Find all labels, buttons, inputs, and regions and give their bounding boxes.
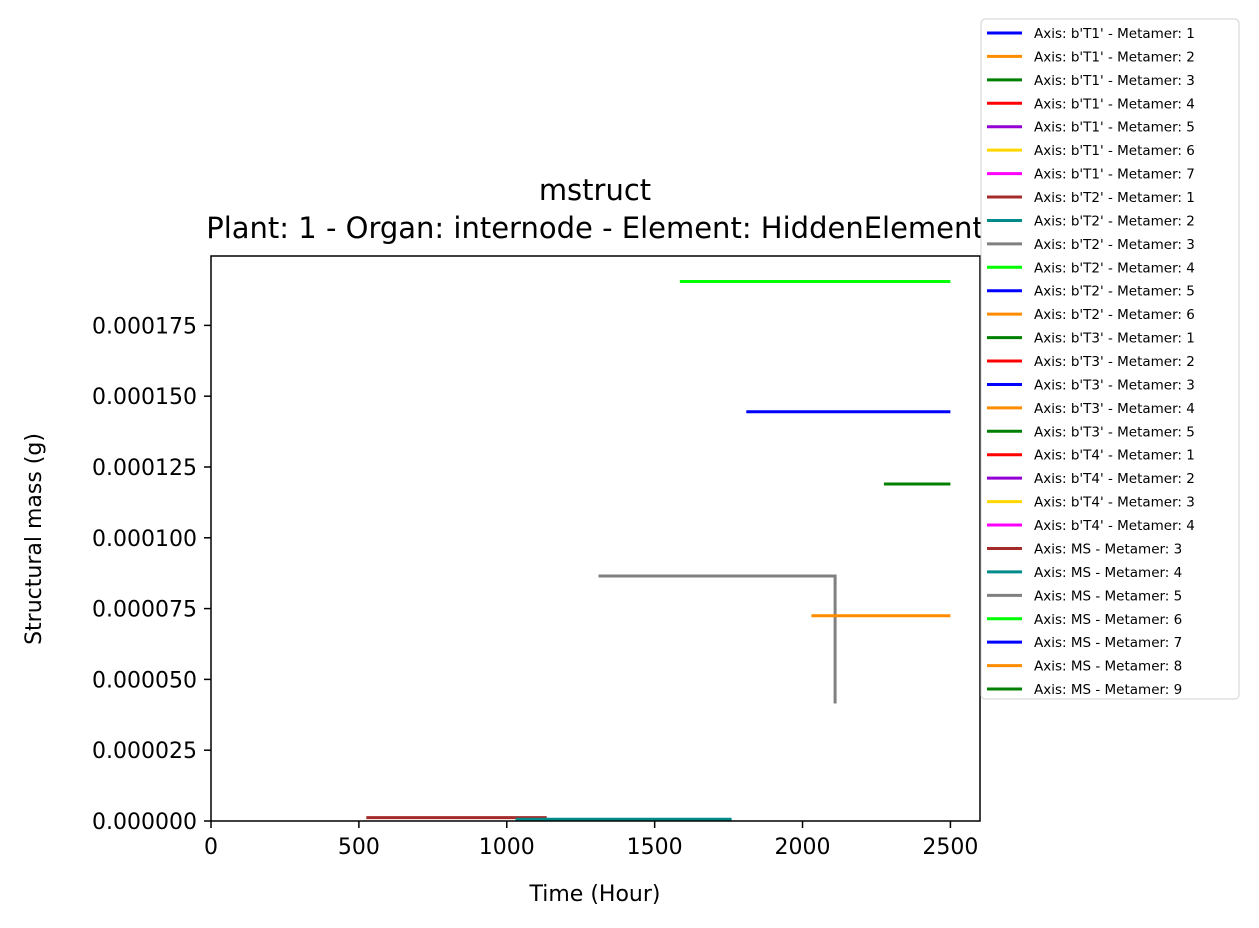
legend-label-11: Axis: b'T2' - Metamer: 5 <box>1034 284 1195 300</box>
legend-label-4: Axis: b'T1' - Metamer: 5 <box>1034 120 1195 136</box>
legend-label-12: Axis: b'T2' - Metamer: 6 <box>1034 307 1195 323</box>
legend-label-2: Axis: b'T1' - Metamer: 3 <box>1034 73 1195 89</box>
x-tick-label: 2500 <box>922 835 978 860</box>
chart-subtitle: Plant: 1 - Organ: internode - Element: H… <box>206 211 984 245</box>
x-tick-label: 1500 <box>627 835 683 860</box>
legend-label-24: Axis: MS - Metamer: 5 <box>1034 588 1182 604</box>
legend-label-23: Axis: MS - Metamer: 4 <box>1034 565 1182 581</box>
legend-label-10: Axis: b'T2' - Metamer: 4 <box>1034 260 1195 276</box>
y-tick-label: 0.000100 <box>92 527 197 552</box>
legend-label-28: Axis: MS - Metamer: 9 <box>1034 682 1182 698</box>
y-tick-label: 0.000000 <box>92 810 197 835</box>
y-tick-label: 0.000175 <box>92 314 197 339</box>
y-tick-label: 0.000025 <box>92 739 197 764</box>
y-tick-label: 0.000075 <box>92 598 197 623</box>
legend-label-9: Axis: b'T2' - Metamer: 3 <box>1034 237 1195 253</box>
legend-label-27: Axis: MS - Metamer: 8 <box>1034 659 1182 675</box>
legend-label-0: Axis: b'T1' - Metamer: 1 <box>1034 26 1195 42</box>
legend-label-26: Axis: MS - Metamer: 7 <box>1034 635 1182 651</box>
y-tick-label: 0.000050 <box>92 668 197 693</box>
chart-title: mstruct <box>539 173 651 207</box>
legend-label-15: Axis: b'T3' - Metamer: 3 <box>1034 377 1195 393</box>
x-tick-label: 2000 <box>775 835 831 860</box>
x-tick-label: 0 <box>204 835 218 860</box>
series-line-24 <box>598 574 837 704</box>
x-tick-label: 500 <box>338 835 380 860</box>
x-axis-label: Time (Hour) <box>529 882 661 907</box>
legend-label-17: Axis: b'T3' - Metamer: 5 <box>1034 424 1195 440</box>
legend-label-19: Axis: b'T4' - Metamer: 2 <box>1034 471 1195 487</box>
legend-label-7: Axis: b'T2' - Metamer: 1 <box>1034 190 1195 206</box>
legend-label-6: Axis: b'T1' - Metamer: 7 <box>1034 167 1195 183</box>
legend-label-20: Axis: b'T4' - Metamer: 3 <box>1034 495 1195 511</box>
legend-label-3: Axis: b'T1' - Metamer: 4 <box>1034 96 1195 112</box>
legend-label-21: Axis: b'T4' - Metamer: 4 <box>1034 518 1195 534</box>
legend: Axis: b'T1' - Metamer: 1 Axis: b'T1' - Me… <box>980 18 1240 700</box>
x-tick-label: 1000 <box>479 835 535 860</box>
x-axis-ticks: 0 500 1000 1500 2000 2500 <box>204 821 978 860</box>
y-axis-ticks: 0.000000 0.000025 0.000050 0.000075 0.000100… <box>92 314 211 835</box>
y-tick-label: 0.000150 <box>92 385 197 410</box>
legend-label-5: Axis: b'T1' - Metamer: 6 <box>1034 143 1195 159</box>
plot-series <box>366 280 951 821</box>
legend-label-16: Axis: b'T3' - Metamer: 4 <box>1034 401 1195 417</box>
plot-frame <box>210 255 981 822</box>
legend-label-18: Axis: b'T4' - Metamer: 1 <box>1034 448 1195 464</box>
legend-label-22: Axis: MS - Metamer: 3 <box>1034 541 1182 557</box>
legend-entries: Axis: b'T1' - Metamer: 1 Axis: b'T1' - Me… <box>987 26 1195 698</box>
legend-label-14: Axis: b'T3' - Metamer: 2 <box>1034 354 1195 370</box>
legend-label-13: Axis: b'T3' - Metamer: 1 <box>1034 331 1195 347</box>
legend-frame <box>980 18 1240 700</box>
legend-label-8: Axis: b'T2' - Metamer: 2 <box>1034 213 1195 229</box>
legend-label-25: Axis: MS - Metamer: 6 <box>1034 612 1182 628</box>
legend-label-1: Axis: b'T1' - Metamer: 2 <box>1034 49 1195 65</box>
y-tick-label: 0.000125 <box>92 456 197 481</box>
y-axis-label: Structural mass (g) <box>22 433 47 645</box>
